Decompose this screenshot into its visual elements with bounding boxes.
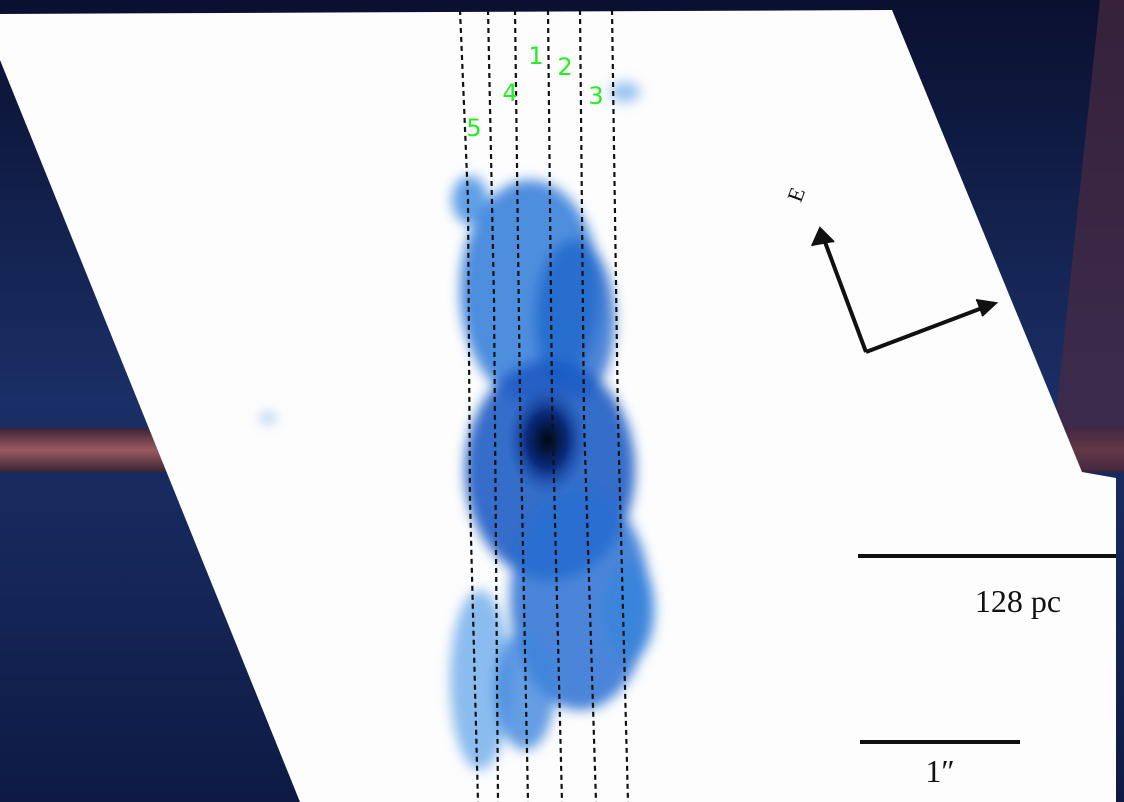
page: {"slits": {"labels": ["1", "2", "3", "4"… [0, 0, 1124, 802]
slide: 1 2 3 4 5 E 128 pc 1″ [0, 0, 1124, 802]
slit-label: 2 [557, 53, 572, 81]
slit-label: 1 [528, 42, 543, 70]
slit-label: 5 [466, 114, 481, 142]
slit-label: 4 [502, 79, 517, 107]
slit-label: 3 [588, 82, 603, 110]
scale-label: 1″ [925, 753, 954, 789]
scale-label: 128 pc [975, 583, 1061, 619]
